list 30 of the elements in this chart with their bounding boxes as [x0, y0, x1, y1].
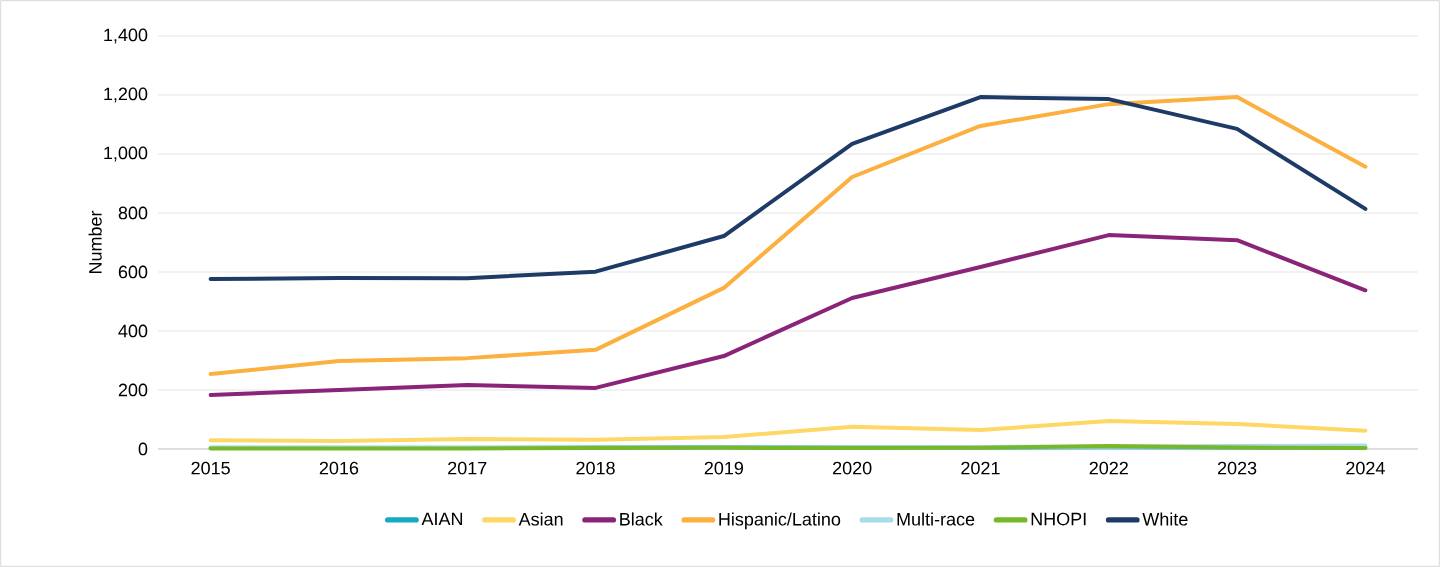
legend-label: Multi-race [897, 512, 975, 526]
x-tick-label: 2024 [1346, 461, 1385, 475]
line-series [208, 418, 1368, 444]
y-tick-label: 800 [118, 206, 148, 220]
x-tick-label: 2020 [833, 461, 872, 475]
x-tick-label: 2015 [191, 461, 230, 475]
y-tick-label: 400 [118, 324, 148, 338]
x-tick-label: 2021 [961, 461, 1000, 475]
y-tick-label: 1,400 [104, 28, 148, 44]
y-tick-label: 600 [118, 265, 148, 279]
y-tick-label: 1,200 [104, 87, 148, 103]
y-axis-title: Number [88, 210, 102, 274]
legend-label: Asian [518, 512, 563, 526]
x-tick-label: 2018 [576, 461, 615, 475]
y-tick-label: 0 [138, 442, 148, 456]
legend-label: Black [620, 512, 663, 526]
legend-label: NHOPI [1031, 512, 1086, 526]
y-tick-label: 1,000 [104, 146, 148, 162]
line-series [208, 233, 1368, 397]
line-series [208, 95, 1368, 282]
x-tick-label: 2016 [319, 461, 359, 475]
legend-label: White [1142, 512, 1188, 526]
x-tick-label: 2022 [1089, 461, 1128, 475]
x-tick-label: 2019 [704, 461, 744, 475]
legend-label: AIAN [421, 512, 463, 526]
x-tick-label: 2017 [448, 461, 487, 475]
y-tick-label: 200 [118, 383, 148, 397]
line-series [208, 95, 1368, 377]
x-tick-label: 2023 [1217, 461, 1257, 475]
legend-label: Hispanic/Latino [719, 512, 841, 530]
